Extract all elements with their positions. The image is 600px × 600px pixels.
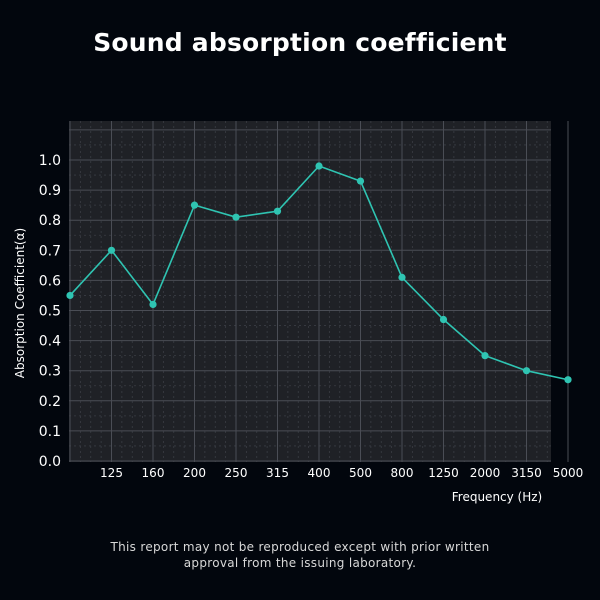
data-point xyxy=(273,207,282,215)
footer-note: This report may not be reproduced except… xyxy=(0,539,600,571)
y-tick-label: 1.0 xyxy=(39,153,61,169)
x-tick-label: 250 xyxy=(225,466,248,480)
x-tick-label: 2000 xyxy=(470,466,501,480)
x-tick-label: 500 xyxy=(349,466,372,480)
x-tick-label: 125 xyxy=(100,466,123,480)
y-tick-label: 0.8 xyxy=(39,213,61,229)
footer-note-line-2: approval from the issuing laboratory. xyxy=(183,556,417,570)
x-tick-label: 200 xyxy=(183,466,206,480)
y-tick-label: 0.7 xyxy=(39,243,61,259)
data-point xyxy=(398,273,406,281)
data-point xyxy=(439,315,448,324)
y-tick-label: 0.2 xyxy=(39,394,61,410)
x-tick-label: 3150 xyxy=(511,466,542,480)
x-tick-label: 160 xyxy=(142,466,165,480)
data-point xyxy=(190,201,199,209)
x-tick-label: 5000 xyxy=(553,466,584,480)
y-tick-label: 0.1 xyxy=(39,424,61,440)
x-tick-label: 315 xyxy=(266,466,289,480)
y-tick-label: 0.9 xyxy=(39,183,61,199)
data-point xyxy=(522,367,531,375)
x-tick-label: 400 xyxy=(308,466,331,480)
data-point xyxy=(315,162,323,170)
data-point xyxy=(232,213,240,221)
footer-note-line-1: This report may not be reproduced except… xyxy=(110,540,490,554)
x-tick-label: 1250 xyxy=(428,466,459,480)
chart-title: Sound absorption coefficient xyxy=(93,28,507,57)
y-tick-label: 0.0 xyxy=(39,454,61,470)
data-point xyxy=(564,376,572,384)
data-point xyxy=(481,352,489,360)
x-tick-label: 800 xyxy=(391,466,414,480)
y-tick-label: 0.5 xyxy=(39,304,61,320)
y-tick-label: 0.4 xyxy=(39,334,61,350)
y-tick-label: 0.3 xyxy=(39,364,61,380)
data-point xyxy=(356,177,365,185)
plot-area xyxy=(69,121,551,462)
data-point xyxy=(149,300,157,309)
data-point xyxy=(107,246,116,254)
y-tick-label: 0.6 xyxy=(39,273,61,289)
x-axis-label: Frequency (Hz) xyxy=(452,490,543,504)
y-axis-label: Absorption Coefficient(α) xyxy=(13,228,27,378)
data-point xyxy=(66,291,74,300)
